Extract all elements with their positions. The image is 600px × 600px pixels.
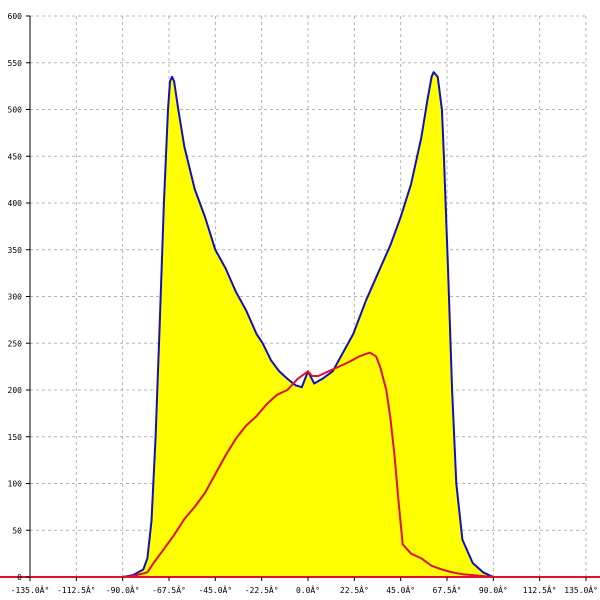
x-tick-label: 67.5Â° <box>433 584 462 595</box>
x-tick-label: -22.5Â° <box>245 584 279 595</box>
y-tick-label: 450 <box>8 152 23 161</box>
x-tick-label: -45.0Â° <box>198 584 232 595</box>
y-tick-label: 550 <box>8 59 23 68</box>
y-tick-label: 350 <box>8 246 23 255</box>
series-0-area <box>30 72 586 577</box>
y-tick-label: 0 <box>17 573 22 582</box>
x-tick-label: 22.5Â° <box>340 584 369 595</box>
x-tick-label: 112.5Â° <box>523 584 557 595</box>
tick-labels: 0 50 100 150 200 250 300 350 400 450 500 550 600 -135… <box>8 12 598 595</box>
y-tick-label: 50 <box>12 526 22 535</box>
series-1-line <box>30 351 586 578</box>
x-tick-label: -67.5Â° <box>152 584 186 595</box>
x-tick-label: -112.5Â° <box>57 584 96 595</box>
x-tick-label: -135.0Â° <box>11 584 50 595</box>
x-tick-label: 0.0Â° <box>296 584 320 595</box>
x-tick-label: -90.0Â° <box>106 584 140 595</box>
y-tick-label: 150 <box>8 433 23 442</box>
y-tick-label: 100 <box>8 480 23 489</box>
x-tick-label: 135.0Â° <box>564 584 598 595</box>
x-tick-label: 90.0Â° <box>479 584 508 595</box>
x-tick-label: 45.0Â° <box>386 584 415 595</box>
axes <box>0 15 600 581</box>
y-tick-label: 500 <box>8 106 23 115</box>
y-tick-label: 300 <box>8 293 23 302</box>
y-tick-label: 200 <box>8 386 23 395</box>
series-0-line <box>30 71 586 578</box>
y-tick-label: 400 <box>8 199 23 208</box>
y-tick-label: 600 <box>8 12 23 21</box>
series-layer <box>30 71 586 578</box>
y-tick-label: 250 <box>8 339 23 348</box>
